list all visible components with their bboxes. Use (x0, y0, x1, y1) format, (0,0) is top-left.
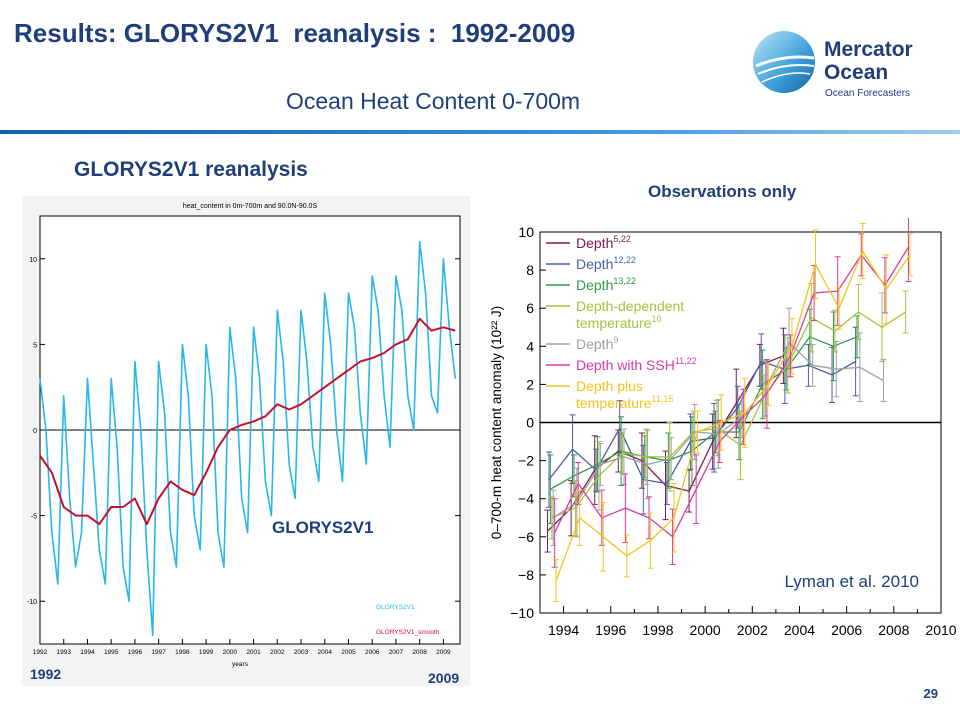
logo-line1: Mercator (824, 38, 913, 61)
chart1-x-tick-label: 2001 (246, 649, 261, 656)
chart1-x-tick-label: 1999 (199, 649, 214, 656)
obs-legend-label: Depth plus (576, 378, 643, 394)
glorys-raw-line (39, 240, 457, 637)
chart2-y-tick-label: 6 (526, 300, 534, 316)
chart1-x-tick-label: 1995 (104, 649, 119, 656)
chart2-y-tick-label: −6 (518, 529, 534, 545)
chart2-x-tick-label: 2008 (878, 622, 909, 638)
logo-tagline: Ocean Forecasters (825, 88, 910, 99)
chart1-y-tick-label: -5 (31, 514, 37, 521)
chart1-legend-entry: GLORYS2V1 (376, 604, 415, 611)
chart2-x-tick-label: 2010 (925, 622, 956, 638)
chart1-y-tick-label: 5 (33, 342, 37, 349)
chart1-x-tick-label: 1997 (151, 649, 166, 656)
obs-legend-label: Depth9 (576, 335, 618, 352)
obs-series-line (554, 246, 909, 538)
chart1-x-tick-label: 1994 (80, 649, 95, 656)
chart2-y-tick-label: −10 (510, 605, 534, 621)
logo-wave-2 (757, 64, 815, 75)
chart2-y-tick-label: 10 (518, 224, 534, 240)
obs-series-line (550, 336, 858, 490)
chart2-x-tick-label: 2002 (737, 622, 768, 638)
logo-wave-3 (761, 72, 811, 83)
mercator-ocean-logo: Mercator Ocean Ocean Forecasters (753, 31, 913, 99)
chart1-x-tick-label: 1992 (33, 649, 48, 656)
chart1-annotation: GLORYS2V1 (272, 518, 373, 537)
chart1-x-axis-label: years (232, 661, 249, 668)
obs-series-line (555, 250, 911, 581)
slide-subtitle: Ocean Heat Content 0-700m (286, 88, 581, 114)
chart2-x-tick-label: 1994 (548, 622, 579, 638)
glorys-smooth-line (39, 317, 456, 526)
page-number: 29 (923, 686, 938, 701)
chart2-x-tick-label: 1998 (642, 622, 673, 638)
chart1-x-tick-label: 1993 (56, 649, 71, 656)
chart2-x-tick-label: 2006 (831, 622, 862, 638)
year-start-label: 1992 (30, 666, 62, 682)
chart1-y-tick-label: 10 (29, 257, 37, 264)
obs-legend-label: Depth5,22 (576, 234, 631, 251)
chart2-y-tick-label: −8 (518, 567, 534, 583)
obs-legend-label: Depth12,22 (576, 255, 636, 272)
chart1-x-tick-label: 1998 (175, 649, 190, 656)
right-heading: Observations only (648, 182, 797, 201)
chart2-y-tick-label: −2 (518, 453, 534, 469)
chart1-y-tick-label: 0 (33, 428, 37, 435)
header-divider (0, 130, 960, 134)
chart1-x-tick-label: 2000 (223, 649, 238, 656)
chart1-y-tick-label: -10 (27, 599, 37, 606)
observations-chart: 10 8 6 4 2 0 −2 −4 −6 −8 −10 1994 1996 1998 2000 2002 20… (483, 218, 960, 648)
obs-legend-label: Depth13,22 (576, 276, 636, 293)
chart2-y-tick-label: 0 (526, 415, 534, 431)
logo-line2: Ocean (824, 61, 888, 84)
logo-globe-icon (753, 31, 815, 93)
chart1-x-tick-label: 2002 (270, 649, 285, 656)
obs-legend-label: Depth with SSH11,22 (576, 356, 697, 373)
chart2-y-axis-label: 0–700-m heat content anomaly (10²² J) (489, 306, 504, 539)
chart2-y-tick-label: 8 (526, 262, 534, 278)
chart2-y-tick-label: −4 (518, 491, 534, 507)
chart1-x-tick-label: 2007 (389, 649, 404, 656)
left-heading: GLORYS2V1 reanalysis (74, 158, 308, 181)
obs-legend-label: temperature10 (576, 314, 662, 331)
chart2-annotation: Lyman et al. 2010 (784, 572, 919, 591)
chart2-x-tick-label: 2000 (690, 622, 721, 638)
chart2-y-tick-label: 4 (526, 338, 534, 354)
chart1-x-tick-label: 1996 (128, 649, 143, 656)
chart1-x-tick-label: 2004 (318, 649, 333, 656)
chart1-x-tick-label: 2006 (365, 649, 380, 656)
chart1-x-tick-label: 2009 (436, 649, 451, 656)
chart1-title: heat_content in 0m-700m and 90.0N-90.0S (183, 203, 318, 210)
obs-series-line (551, 311, 906, 519)
year-end-label: 2009 (428, 670, 460, 686)
obs-legend-label: temperature11,15 (576, 394, 673, 411)
chart1-x-tick-label: 2003 (294, 649, 309, 656)
chart2-x-tick-label: 1996 (595, 622, 626, 638)
chart1-x-tick-label: 2005 (341, 649, 356, 656)
chart1-legend-entry: GLORYS2V1_smooth (376, 629, 440, 636)
logo-wave-1 (755, 55, 815, 68)
chart2-x-tick-label: 2004 (784, 622, 815, 638)
chart1-x-tick-label: 2008 (412, 649, 427, 656)
chart2-y-tick-label: 2 (526, 376, 534, 392)
obs-legend-label: Depth-dependent (576, 298, 684, 314)
slide-title: Results: GLORYS2V1 reanalysis : 1992-200… (14, 18, 576, 48)
glorys-chart: heat_content in 0m-700m and 90.0N-90.0S 1… (22, 196, 470, 686)
